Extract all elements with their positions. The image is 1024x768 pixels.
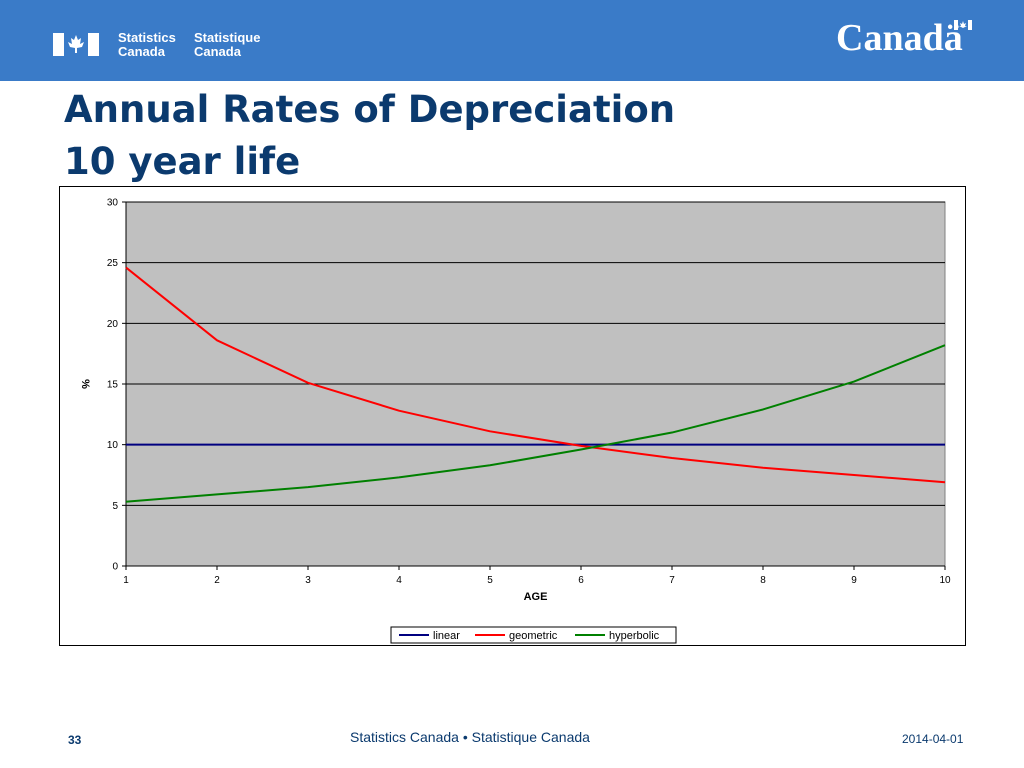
header-banner: Statistics Canada Statistique Canada Can… bbox=[0, 0, 1024, 81]
legend-label-linear: linear bbox=[433, 630, 460, 642]
x-tick-label: 1 bbox=[123, 575, 129, 586]
x-tick-label: 10 bbox=[939, 575, 951, 586]
footer-date: 2014-04-01 bbox=[902, 732, 964, 746]
org-en-line2: Canada bbox=[118, 44, 165, 59]
page-number: 33 bbox=[68, 733, 82, 747]
slide-title-line1: Annual Rates of Depreciation bbox=[64, 88, 676, 131]
x-tick-label: 8 bbox=[760, 575, 766, 586]
x-tick-label: 5 bbox=[487, 575, 493, 586]
x-tick-label: 2 bbox=[214, 575, 220, 586]
y-tick-label: 10 bbox=[107, 440, 119, 451]
canada-wordmark: Canadä bbox=[836, 17, 963, 59]
slide-title: Annual Rates of Depreciation 10 year lif… bbox=[64, 84, 675, 188]
y-tick-label: 5 bbox=[112, 501, 118, 512]
x-tick-label: 3 bbox=[305, 575, 311, 586]
org-name-french: Statistique Canada bbox=[194, 31, 260, 59]
org-name-english: Statistics Canada bbox=[118, 31, 176, 59]
legend-box bbox=[390, 626, 677, 644]
org-en-line1: Statistics bbox=[118, 30, 176, 45]
legend-label-hyperbolic: hyperbolic bbox=[609, 630, 660, 642]
x-tick-label: 7 bbox=[669, 575, 675, 586]
y-tick-label: 0 bbox=[112, 562, 118, 573]
org-fr-line1: Statistique bbox=[194, 30, 261, 45]
slide-title-line2: 10 year life bbox=[64, 140, 301, 183]
series-line-hyperbolic bbox=[125, 344, 946, 503]
legend-label-geometric: geometric bbox=[509, 630, 558, 642]
x-tick-label: 9 bbox=[851, 575, 857, 586]
y-tick-label: 20 bbox=[107, 319, 119, 330]
x-tick-label: 4 bbox=[396, 575, 402, 586]
x-axis-label: AGE bbox=[524, 591, 548, 603]
depreciation-line-chart: 0 5 10 15 20 25 30 1 2 3 4 5 6 7 8 9 10 AGE% linear geometr… bbox=[79, 198, 951, 644]
canada-flag-icon bbox=[53, 33, 99, 56]
y-tick-label: 15 bbox=[107, 380, 119, 391]
x-tick-label: 6 bbox=[578, 575, 584, 586]
series-line-geometric bbox=[125, 266, 946, 484]
y-tick-label: 30 bbox=[107, 198, 119, 209]
y-tick-label: 25 bbox=[107, 258, 119, 269]
chart-frame: 0 5 10 15 20 25 30 1 2 3 4 5 6 7 8 9 10 AGE% linear geometr… bbox=[59, 186, 966, 646]
footer-source: Statistics Canada • Statistique Canada bbox=[350, 729, 590, 745]
wordmark-flag-icon bbox=[954, 20, 972, 30]
org-fr-line2: Canada bbox=[194, 44, 241, 59]
y-axis-label: % bbox=[79, 379, 91, 389]
